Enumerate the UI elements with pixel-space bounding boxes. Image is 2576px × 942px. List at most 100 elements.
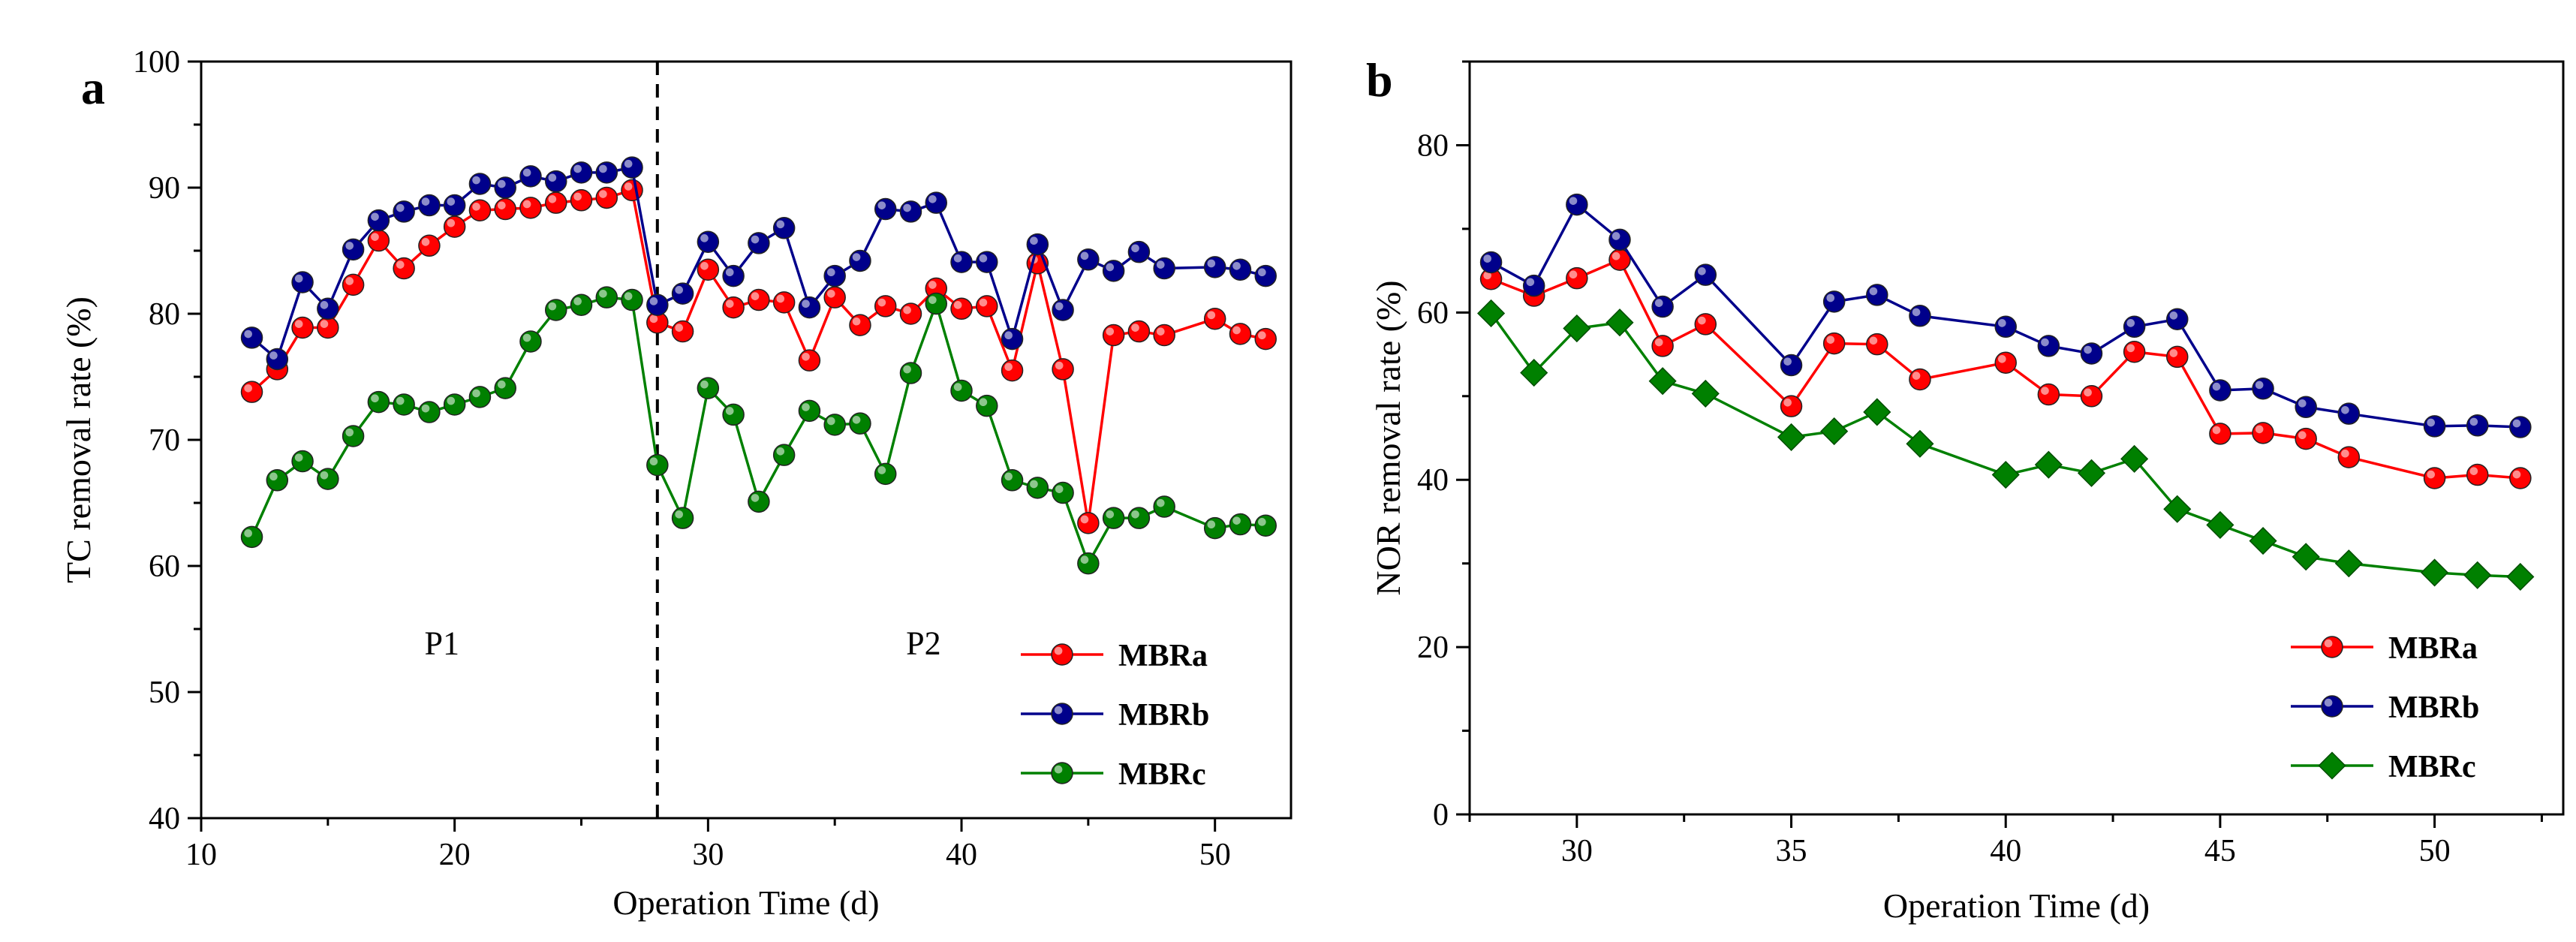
data-point-highlight	[573, 297, 582, 305]
data-point-highlight	[1698, 316, 1706, 325]
data-point-highlight	[1912, 372, 1921, 380]
data-point-highlight	[1997, 354, 2006, 363]
data-point	[291, 271, 314, 293]
data-point	[2123, 340, 2146, 363]
data-point-highlight	[903, 203, 911, 212]
series-line	[251, 188, 1266, 524]
data-point	[1026, 233, 1049, 256]
data-point	[1229, 258, 1252, 281]
data-point-highlight	[548, 302, 557, 311]
data-point-highlight	[345, 428, 354, 437]
data-point	[1522, 274, 1545, 297]
data-point-highlight	[421, 238, 430, 246]
data-point	[2166, 308, 2189, 330]
data-point-highlight	[2469, 467, 2478, 475]
data-point	[367, 209, 390, 232]
x-tick-label: 20	[439, 838, 471, 872]
data-point	[2509, 416, 2532, 438]
data-point	[2252, 377, 2274, 400]
data-point-highlight	[1207, 520, 1216, 529]
data-point	[1229, 513, 1252, 536]
data-point	[570, 161, 593, 184]
data-point	[1906, 429, 1934, 458]
data-point	[443, 393, 466, 416]
data-point-highlight	[269, 472, 278, 481]
data-point-highlight	[877, 466, 886, 474]
data-point-highlight	[1997, 319, 2006, 327]
x-tick-label: 50	[2419, 834, 2451, 868]
data-point-highlight	[725, 268, 734, 277]
data-point-highlight	[2469, 417, 2478, 426]
data-point-highlight	[2169, 311, 2178, 320]
data-point	[2506, 562, 2535, 591]
panel-letter: b	[1366, 53, 1393, 107]
data-point	[1203, 516, 1226, 540]
data-point	[2423, 467, 2446, 489]
data-point	[1254, 327, 1277, 351]
data-point	[1566, 193, 1588, 216]
data-point	[1909, 305, 1931, 327]
data-point-highlight	[1131, 324, 1139, 332]
y-tick-label: 90	[149, 171, 180, 206]
data-point	[1479, 251, 1503, 274]
data-point-highlight	[1106, 263, 1115, 272]
data-point	[393, 257, 415, 280]
legend-item-mbrc: MBRc	[1021, 757, 1206, 792]
data-point	[823, 264, 846, 287]
series-line	[1490, 202, 2520, 429]
data-point-highlight	[421, 197, 430, 206]
data-point	[1777, 423, 1806, 451]
data-point-highlight	[497, 179, 506, 188]
data-point	[1051, 703, 1073, 725]
legend-label: MBRc	[2388, 750, 2476, 784]
legend-label: MBRb	[1118, 698, 1209, 733]
data-point-highlight	[320, 471, 329, 480]
data-point-highlight	[1258, 268, 1266, 277]
y-axis-title: TC removal rate (%)	[59, 296, 98, 583]
data-point	[418, 234, 441, 257]
data-point-highlight	[2255, 425, 2264, 434]
data-point-highlight	[1156, 327, 1165, 336]
data-point-highlight	[1569, 270, 1578, 279]
series-mbrc	[240, 286, 1277, 575]
data-point-highlight	[1054, 706, 1063, 715]
data-point-highlight	[1483, 254, 1491, 263]
data-point	[722, 264, 745, 287]
data-point-highlight	[979, 254, 988, 263]
data-point	[544, 191, 567, 214]
data-point-highlight	[1826, 336, 1835, 344]
data-point-highlight	[826, 289, 835, 298]
data-point-highlight	[1783, 398, 1792, 407]
data-point	[1863, 398, 1891, 426]
data-point	[519, 165, 542, 188]
data-point	[748, 288, 770, 311]
data-point-highlight	[1106, 510, 1115, 519]
data-point-highlight	[1258, 518, 1266, 526]
y-tick-label: 70	[149, 423, 180, 458]
panel-letter: a	[81, 61, 105, 114]
series-mbrb	[1479, 193, 2532, 438]
data-point	[1994, 315, 2017, 339]
plot-frame	[1468, 60, 2565, 816]
y-tick-label: 60	[1417, 296, 1449, 330]
data-point-highlight	[979, 298, 988, 307]
data-point	[950, 251, 973, 273]
data-point-highlight	[1232, 261, 1241, 270]
data-point	[570, 293, 593, 316]
x-tick-label: 35	[1776, 834, 1807, 868]
data-point	[621, 156, 643, 179]
data-point	[2466, 414, 2489, 437]
data-point	[2206, 510, 2234, 539]
data-point-highlight	[371, 233, 379, 241]
x-tick-label: 30	[692, 838, 724, 872]
data-point	[874, 295, 897, 318]
data-point	[570, 189, 593, 212]
data-point	[1001, 469, 1024, 492]
series-mbra	[240, 179, 1277, 534]
data-point	[1077, 248, 1100, 271]
data-point	[1648, 367, 1677, 396]
legend-label: MBRc	[1118, 757, 1206, 792]
data-point-highlight	[1232, 516, 1241, 525]
y-axis-title: NOR removal rate (%)	[1369, 280, 1407, 595]
series-mbrb	[240, 156, 1277, 371]
